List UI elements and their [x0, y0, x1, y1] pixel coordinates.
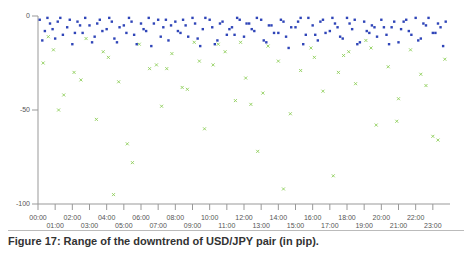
svg-text:-50: -50	[20, 106, 30, 113]
svg-text:00:00: 00:00	[29, 214, 47, 221]
svg-text:07:00: 07:00	[149, 222, 167, 229]
svg-text:12:00: 12:00	[235, 214, 253, 221]
svg-text:-100: -100	[16, 200, 30, 207]
svg-text:13:00: 13:00	[252, 222, 270, 229]
svg-text:04:00: 04:00	[98, 214, 116, 221]
svg-text:14:00: 14:00	[270, 214, 288, 221]
svg-text:17:00: 17:00	[321, 222, 339, 229]
svg-text:05:00: 05:00	[115, 222, 133, 229]
svg-text:19:00: 19:00	[355, 222, 373, 229]
svg-text:0: 0	[26, 12, 30, 19]
svg-text:20:00: 20:00	[373, 214, 391, 221]
svg-text:06:00: 06:00	[132, 214, 150, 221]
svg-text:22:00: 22:00	[407, 214, 425, 221]
svg-text:15:00: 15:00	[287, 222, 305, 229]
svg-text:03:00: 03:00	[81, 222, 99, 229]
svg-text:09:00: 09:00	[184, 222, 202, 229]
html-text:Figure 17: Range of the downtr: Figure 17: Range of the downtrend of USD…	[8, 235, 319, 247]
svg-text:08:00: 08:00	[167, 214, 185, 221]
svg-text:18:00: 18:00	[338, 214, 356, 221]
svg-text:02:00: 02:00	[64, 214, 82, 221]
svg-text:10:00: 10:00	[201, 214, 219, 221]
svg-text:11:00: 11:00	[218, 222, 235, 229]
svg-text:21:00: 21:00	[390, 222, 408, 229]
svg-text:01:00: 01:00	[46, 222, 64, 229]
svg-text:23:00: 23:00	[424, 222, 442, 229]
svg-text:16:00: 16:00	[304, 214, 322, 221]
